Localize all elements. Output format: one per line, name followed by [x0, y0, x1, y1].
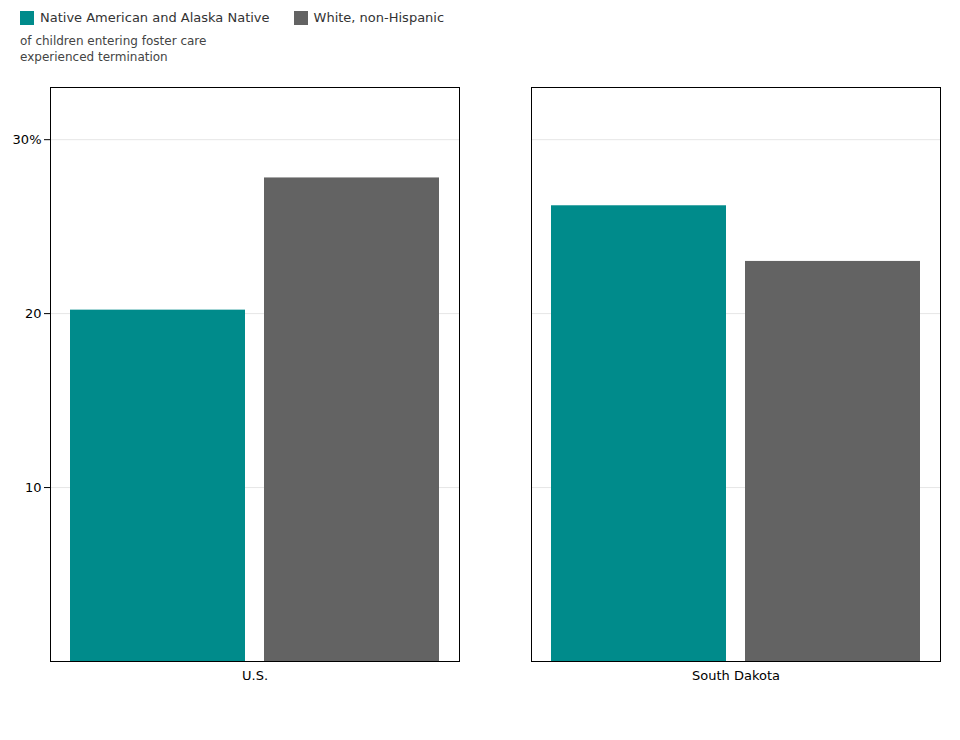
svg-text:South Dakota: South Dakota — [692, 668, 780, 683]
html-text:White, non-Hispanic: White, non-Hispanic — [313, 10, 445, 25]
svg-text:30%: 30% — [13, 132, 42, 147]
html-text:of children entering foster ca: of children entering foster care — [20, 34, 207, 48]
html-text:experienced termination: experienced termination — [20, 50, 168, 64]
svg-text:U.S.: U.S. — [242, 668, 268, 683]
html-text:Native American and Alaska Nat: Native American and Alaska Native — [40, 10, 270, 25]
svg-text:10: 10 — [25, 480, 42, 495]
svg-text:20: 20 — [25, 306, 42, 321]
